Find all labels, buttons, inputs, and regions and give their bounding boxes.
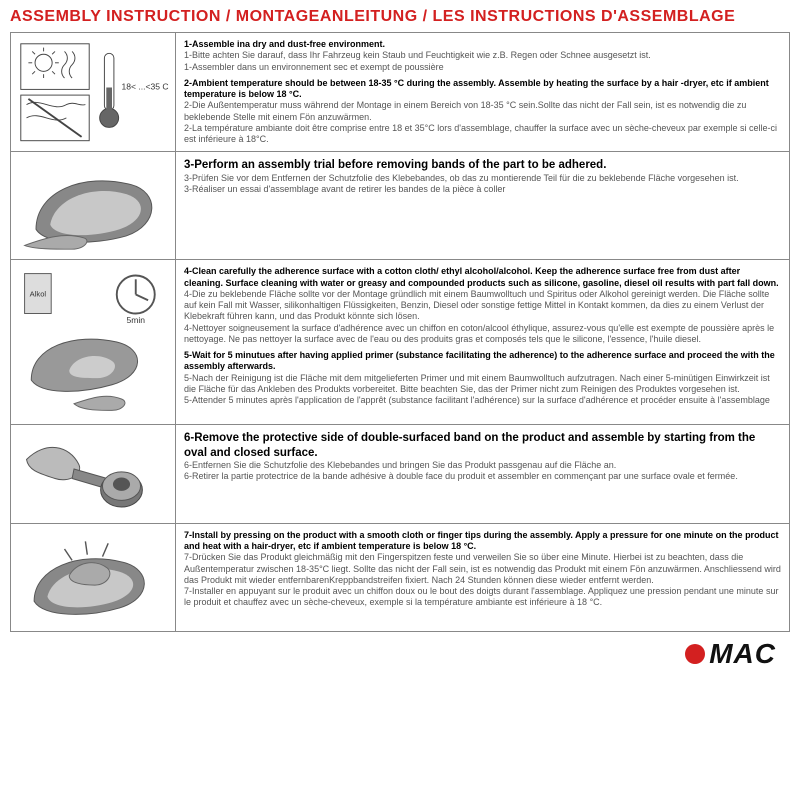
step-text-fr: 2-La température ambiante doit être comp…	[184, 123, 781, 146]
step-text-de: 7-Drücken Sie das Produkt gleichmäßig mi…	[184, 552, 781, 586]
illustration-temperature: 18< ...<35 C	[11, 33, 176, 151]
step-text-de: 4-Die zu beklebende Fläche sollte vor de…	[184, 289, 781, 323]
svg-text:5min: 5min	[126, 315, 145, 325]
illustration-peel-tape	[11, 425, 176, 523]
instruction-content: 4-Clean carefully the adherence surface …	[176, 260, 789, 424]
step-text-en: 2-Ambient temperature should be between …	[184, 78, 781, 101]
step-text-en: 7-Install by pressing on the product wit…	[184, 530, 781, 553]
brand-logo: MAC	[685, 638, 776, 670]
step-text-de: 5-Nach der Reinigung ist die Fläche mit …	[184, 373, 781, 396]
step-text-fr: 1-Assembler dans un environnement sec et…	[184, 62, 781, 73]
logo-text: MAC	[709, 638, 776, 670]
logo-dot-icon	[685, 644, 705, 664]
instruction-content: 3-Perform an assembly trial before remov…	[176, 152, 789, 259]
footer: MAC	[10, 632, 790, 670]
instruction-content: 6-Remove the protective side of double-s…	[176, 425, 789, 523]
page-title: ASSEMBLY INSTRUCTION / MONTAGEANLEITUNG …	[10, 8, 790, 26]
step-text-de: 2-Die Außentemperatur muss während der M…	[184, 100, 781, 123]
step-text-fr: 5-Attender 5 minutes après l'application…	[184, 395, 781, 406]
instruction-row: 18< ...<35 C 1-Assemble ina dry and dust…	[11, 33, 789, 152]
instruction-row: 3-Perform an assembly trial before remov…	[11, 152, 789, 260]
instruction-content: 1-Assemble ina dry and dust-free environ…	[176, 33, 789, 151]
illustration-press	[11, 524, 176, 631]
step-text-en: 6-Remove the protective side of double-s…	[184, 431, 781, 460]
step-text-de: 1-Bitte achten Sie darauf, dass Ihr Fahr…	[184, 50, 781, 61]
step-text-en: 3-Perform an assembly trial before remov…	[184, 158, 781, 172]
step-text-en: 4-Clean carefully the adherence surface …	[184, 266, 781, 289]
step-text-en: 1-Assemble ina dry and dust-free environ…	[184, 39, 781, 50]
illustration-mirror-trial	[11, 152, 176, 259]
step-text-fr: 6-Retirer la partie protectrice de la ba…	[184, 471, 781, 482]
step-text-fr: 3-Réaliser un essai d'assemblage avant d…	[184, 184, 781, 195]
step-text-de: 6-Entfernen Sie die Schutzfolie des Kleb…	[184, 460, 781, 471]
step-text-fr: 4-Nettoyer soigneusement la surface d'ad…	[184, 323, 781, 346]
instruction-row: 6-Remove the protective side of double-s…	[11, 425, 789, 524]
instruction-content: 7-Install by pressing on the product wit…	[176, 524, 789, 631]
instruction-row: Alkol 5min 4-Clean carefully the adheren…	[11, 260, 789, 425]
instruction-grid: 18< ...<35 C 1-Assemble ina dry and dust…	[10, 32, 790, 632]
svg-text:18< ...<35 C: 18< ...<35 C	[122, 81, 169, 91]
illustration-cleaning: Alkol 5min	[11, 260, 176, 424]
instruction-row: 7-Install by pressing on the product wit…	[11, 524, 789, 632]
step-text-en: 5-Wait for 5 minutues after having appli…	[184, 350, 781, 373]
step-text-fr: 7-Installer en appuyant sur le produit a…	[184, 586, 781, 609]
svg-text:Alkol: Alkol	[30, 290, 47, 299]
step-text-de: 3-Prüfen Sie vor dem Entfernen der Schut…	[184, 173, 781, 184]
